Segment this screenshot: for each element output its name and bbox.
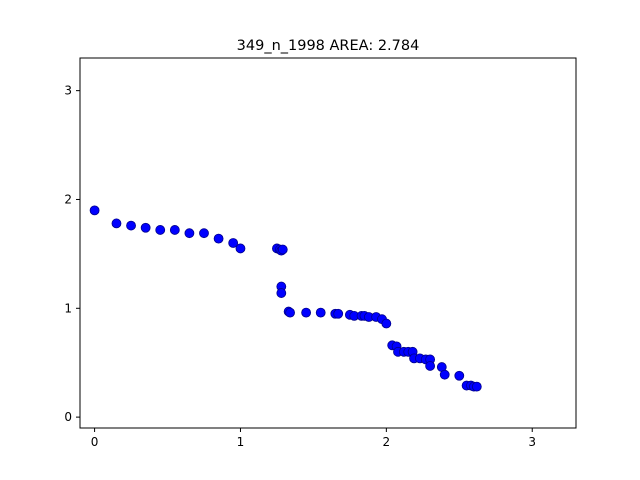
y-tick-label-1: 1 <box>64 301 72 315</box>
data-point-20 <box>315 307 326 318</box>
x-tick-label-3: 3 <box>528 435 536 449</box>
data-point-30 <box>381 318 392 329</box>
data-point-3 <box>140 222 151 233</box>
x-tick-label-0: 0 <box>91 435 99 449</box>
data-point-4 <box>155 225 166 235</box>
data-point-2 <box>126 220 136 231</box>
ticks-layer: 0 1 2 3 0 1 2 3 <box>64 84 536 449</box>
data-point-6 <box>184 228 195 239</box>
data-point-5 <box>169 225 180 235</box>
data-point-18 <box>285 307 295 318</box>
y-tick-label-0: 0 <box>64 410 72 424</box>
y-tick-label-3: 3 <box>64 84 72 98</box>
data-point-43 <box>439 369 450 380</box>
data-point-41 <box>425 361 436 371</box>
x-tick-label-2: 2 <box>383 435 391 449</box>
data-point-22 <box>333 308 344 319</box>
y-tick-label-2: 2 <box>64 192 72 206</box>
data-point-14 <box>277 244 288 255</box>
x-tick-label-1: 1 <box>237 435 245 449</box>
points-layer <box>89 205 482 392</box>
data-point-19 <box>301 307 312 318</box>
data-point-8 <box>213 233 224 244</box>
chart-title: 349_n_1998 AREA: 2.784 <box>237 38 420 54</box>
data-point-44 <box>454 370 465 381</box>
data-point-16 <box>276 288 287 298</box>
data-point-7 <box>199 228 209 239</box>
data-point-9 <box>228 238 239 248</box>
data-point-0 <box>89 205 100 216</box>
data-point-1 <box>111 218 122 229</box>
data-point-10 <box>235 243 246 254</box>
plot-area-frame <box>79 57 577 429</box>
data-point-48 <box>471 381 482 392</box>
